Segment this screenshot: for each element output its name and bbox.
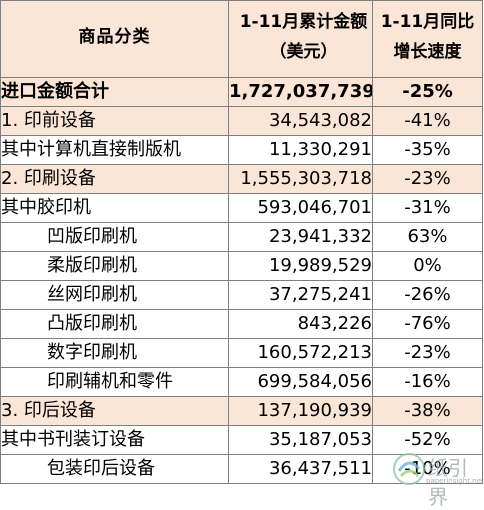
row-growth: -23%: [372, 164, 483, 194]
row-name: 印刷辅机和零件: [0, 367, 229, 397]
table-row: 凸版印刷机 843,226 -76%: [0, 309, 483, 339]
row-amount: 37,275,241: [228, 280, 373, 310]
table-row: 印刷辅机和零件 699,584,056 -16%: [0, 367, 483, 397]
table-row: 柔版印刷机 19,989,529 0%: [0, 251, 483, 281]
row-name: 其中计算机直接制版机: [0, 135, 229, 165]
table-row: 3. 印后设备 137,190,939 -38%: [0, 396, 483, 426]
row-amount: 699,584,056: [228, 367, 373, 397]
row-growth: -52%: [372, 425, 483, 455]
row-amount: 593,046,701: [228, 193, 373, 223]
row-growth: 63%: [372, 222, 483, 252]
row-name: 柔版印刷机: [0, 251, 229, 281]
row-name: 丝网印刷机: [0, 280, 229, 310]
table-row: 其中计算机直接制版机 11,330,291 -35%: [0, 135, 483, 165]
row-growth: -35%: [372, 135, 483, 165]
row-growth: -38%: [372, 396, 483, 426]
table-row: 进口金额合计 1,727,037,739 -25%: [0, 77, 483, 107]
row-amount: 36,437,511: [228, 454, 373, 484]
row-amount: 160,572,213: [228, 338, 373, 368]
row-growth: -25%: [372, 77, 483, 107]
row-name: 凹版印刷机: [0, 222, 229, 252]
table-row: 包装印后设备 36,437,511 -10%: [0, 454, 483, 484]
row-growth: -31%: [372, 193, 483, 223]
header-row: 商品分类 1-11月累计金额 （美元） 1-11月同比 增长速度: [0, 0, 483, 78]
row-growth: -26%: [372, 280, 483, 310]
row-name: 包装印后设备: [0, 454, 229, 484]
row-growth: -23%: [372, 338, 483, 368]
row-name: 其中胶印机: [0, 193, 229, 223]
table-row: 其中书刊装订设备 35,187,053 -52%: [0, 425, 483, 455]
row-growth: -76%: [372, 309, 483, 339]
row-amount: 843,226: [228, 309, 373, 339]
row-amount: 1,727,037,739: [228, 77, 373, 107]
row-growth: -41%: [372, 106, 483, 136]
row-name: 其中书刊装订设备: [0, 425, 229, 455]
header-amount: 1-11月累计金额 （美元）: [228, 0, 373, 78]
row-name: 进口金额合计: [0, 77, 229, 107]
header-growth: 1-11月同比 增长速度: [372, 0, 483, 78]
table-row: 2. 印刷设备 1,555,303,718 -23%: [0, 164, 483, 194]
row-name: 数字印刷机: [0, 338, 229, 368]
table-row: 1. 印前设备 34,543,082 -41%: [0, 106, 483, 136]
row-name: 2. 印刷设备: [0, 164, 229, 194]
table-row: 丝网印刷机 37,275,241 -26%: [0, 280, 483, 310]
table-row: 凹版印刷机 23,941,332 63%: [0, 222, 483, 252]
table-row: 其中胶印机 593,046,701 -31%: [0, 193, 483, 223]
row-amount: 11,330,291: [228, 135, 373, 165]
table-row: 数字印刷机 160,572,213 -23%: [0, 338, 483, 368]
row-amount: 19,989,529: [228, 251, 373, 281]
import-amount-table: 商品分类 1-11月累计金额 （美元） 1-11月同比 增长速度 进口金额合计 …: [0, 0, 483, 484]
row-amount: 1,555,303,718: [228, 164, 373, 194]
row-growth: 0%: [372, 251, 483, 281]
row-amount: 23,941,332: [228, 222, 373, 252]
row-name: 1. 印前设备: [0, 106, 229, 136]
row-growth: -10%: [372, 454, 483, 484]
row-growth: -16%: [372, 367, 483, 397]
row-name: 凸版印刷机: [0, 309, 229, 339]
row-amount: 137,190,939: [228, 396, 373, 426]
row-name: 3. 印后设备: [0, 396, 229, 426]
header-category: 商品分类: [0, 0, 229, 78]
row-amount: 35,187,053: [228, 425, 373, 455]
row-amount: 34,543,082: [228, 106, 373, 136]
